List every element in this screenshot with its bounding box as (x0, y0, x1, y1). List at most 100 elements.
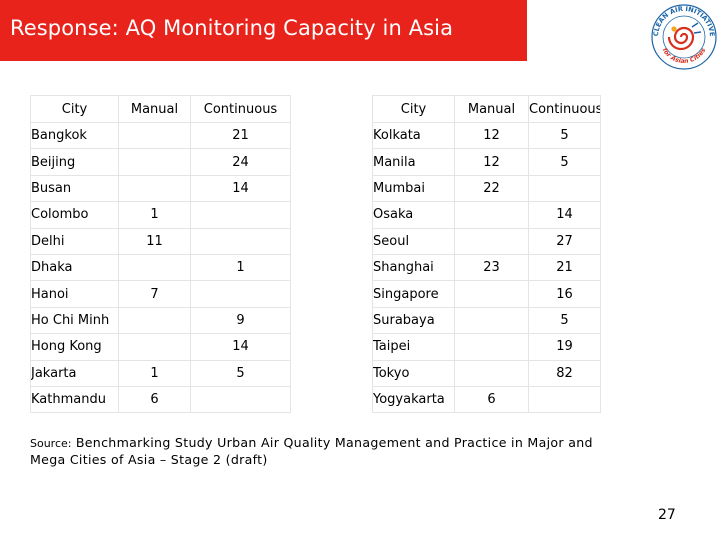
source-label: Source: (30, 437, 72, 450)
city-cell: Hanoi (30, 280, 119, 308)
continuous-cell: 14 (528, 201, 601, 229)
manual-cell (118, 333, 191, 361)
city-cell: Manila (372, 148, 455, 176)
city-cell: Seoul (372, 227, 455, 255)
city-cell: Dhaka (30, 253, 119, 282)
manual-cell (118, 148, 191, 176)
manual-cell: 6 (118, 385, 191, 414)
manual-cell: 1 (118, 201, 191, 229)
cities-table-left: City Manual Continuous Bangkok 21 Beijing 2… (30, 95, 291, 414)
source-text: Benchmarking Study Urban Air Quality Man… (30, 435, 593, 467)
manual-cell: 11 (118, 227, 191, 255)
table-row: Tokyo 82 (372, 359, 601, 387)
clean-air-initiative-logo: CLEAN AIR INITIATIVE for Asian Cities (651, 4, 717, 70)
table-row: Ho Chi Minh 9 (30, 306, 291, 335)
continuous-cell (528, 174, 601, 203)
city-cell: Singapore (372, 280, 455, 308)
header-city: City (372, 95, 455, 123)
continuous-cell: 82 (528, 359, 601, 387)
table-row: Delhi 11 (30, 227, 291, 255)
table-row: Jakarta 1 5 (30, 359, 291, 387)
manual-cell (118, 306, 191, 335)
continuous-cell (190, 201, 291, 229)
table-row: Surabaya 5 (372, 306, 601, 335)
continuous-cell: 24 (190, 148, 291, 176)
city-cell: Jakarta (30, 359, 119, 387)
city-cell: Hong Kong (30, 333, 119, 361)
continuous-cell: 9 (190, 306, 291, 335)
table-row: Dhaka 1 (30, 253, 291, 282)
continuous-cell: 14 (190, 333, 291, 361)
city-cell: Kolkata (372, 121, 455, 150)
continuous-cell: 14 (190, 174, 291, 203)
continuous-cell: 5 (528, 148, 601, 176)
city-cell: Taipei (372, 333, 455, 361)
table-row: Seoul 27 (372, 227, 601, 255)
table-row: Osaka 14 (372, 201, 601, 229)
continuous-cell (190, 385, 291, 414)
manual-cell: 12 (454, 121, 529, 150)
slide-title: Response: AQ Monitoring Capacity in Asia (10, 16, 454, 40)
manual-cell (118, 121, 191, 150)
manual-cell (454, 306, 529, 335)
city-cell: Ho Chi Minh (30, 306, 119, 335)
continuous-cell: 27 (528, 227, 601, 255)
continuous-cell: 1 (190, 253, 291, 282)
continuous-cell: 21 (190, 121, 291, 150)
manual-cell (454, 227, 529, 255)
header-manual: Manual (454, 95, 529, 123)
table-row: Beijing 24 (30, 148, 291, 176)
city-cell: Bangkok (30, 121, 119, 150)
city-cell: Osaka (372, 201, 455, 229)
header-city: City (30, 95, 119, 123)
city-cell: Mumbai (372, 174, 455, 203)
manual-cell: 7 (118, 280, 191, 308)
continuous-cell: 5 (190, 359, 291, 387)
page-number: 27 (658, 507, 676, 523)
city-cell: Beijing (30, 148, 119, 176)
table-row: Singapore 16 (372, 280, 601, 308)
continuous-cell: 21 (528, 253, 601, 282)
manual-cell (454, 201, 529, 229)
table-row: Busan 14 (30, 174, 291, 203)
source-note: Source: Benchmarking Study Urban Air Qua… (30, 435, 630, 468)
manual-cell (454, 280, 529, 308)
table-row: Kolkata 12 5 (372, 121, 601, 150)
manual-cell (118, 253, 191, 282)
table-row: Colombo 1 (30, 201, 291, 229)
manual-cell: 22 (454, 174, 529, 203)
city-cell: Yogyakarta (372, 385, 455, 414)
table-header-row: City Manual Continuous (30, 95, 291, 123)
continuous-cell (190, 227, 291, 255)
continuous-cell: 5 (528, 121, 601, 150)
manual-cell (118, 174, 191, 203)
continuous-cell (190, 280, 291, 308)
manual-cell: 1 (118, 359, 191, 387)
table-row: Hong Kong 14 (30, 333, 291, 361)
table-row: Bangkok 21 (30, 121, 291, 150)
table-row: Taipei 19 (372, 333, 601, 361)
continuous-cell: 5 (528, 306, 601, 335)
table-header-row: City Manual Continuous (372, 95, 601, 123)
table-row: Shanghai 23 21 (372, 253, 601, 282)
city-cell: Surabaya (372, 306, 455, 335)
continuous-cell: 16 (528, 280, 601, 308)
city-cell: Kathmandu (30, 385, 119, 414)
title-bar: Response: AQ Monitoring Capacity in Asia (0, 0, 527, 61)
table-row: Yogyakarta 6 (372, 385, 601, 414)
table-row: Mumbai 22 (372, 174, 601, 203)
manual-cell: 6 (454, 385, 529, 414)
table-row: Kathmandu 6 (30, 385, 291, 414)
city-cell: Colombo (30, 201, 119, 229)
continuous-cell: 19 (528, 333, 601, 361)
manual-cell (454, 333, 529, 361)
table-row: Hanoi 7 (30, 280, 291, 308)
manual-cell (454, 359, 529, 387)
manual-cell: 23 (454, 253, 529, 282)
city-cell: Shanghai (372, 253, 455, 282)
continuous-cell (528, 385, 601, 414)
table-row: Manila 12 5 (372, 148, 601, 176)
city-cell: Busan (30, 174, 119, 203)
cities-table-right: City Manual Continuous Kolkata 12 5 Manila 1… (372, 95, 601, 414)
city-cell: Delhi (30, 227, 119, 255)
